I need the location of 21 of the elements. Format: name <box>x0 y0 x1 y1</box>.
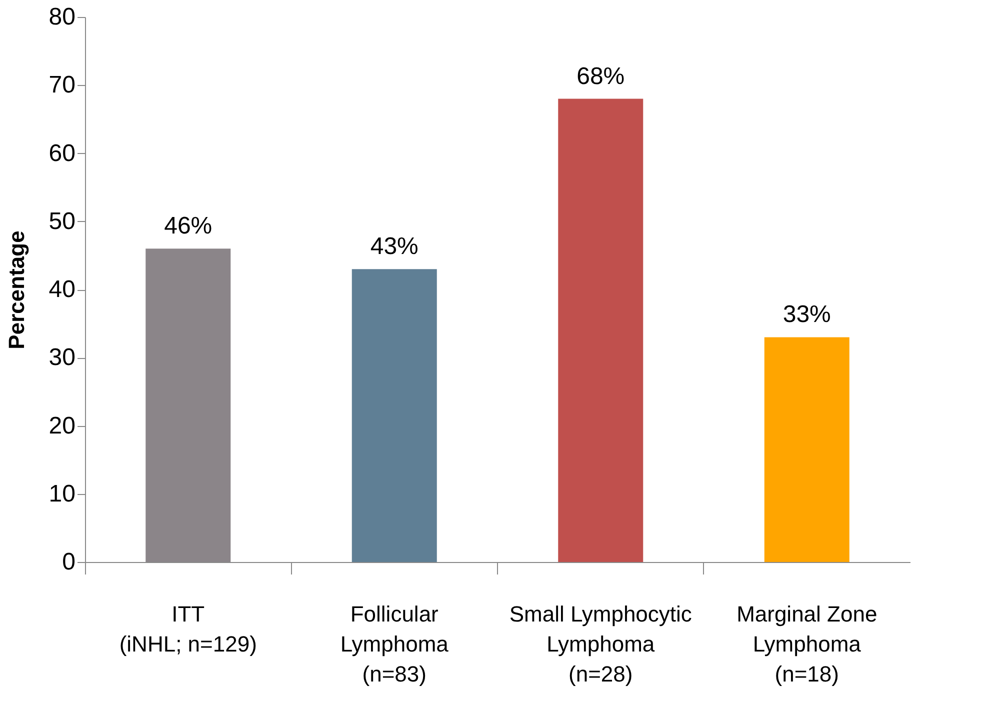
x-tick-label: Small Lymphocytic Lymphoma (n=28) <box>509 602 692 686</box>
x-tick-label: Marginal Zone Lymphoma (n=18) <box>736 602 878 686</box>
y-tick-label: 40 <box>48 276 76 303</box>
bar <box>558 98 644 562</box>
y-tick-label: 20 <box>48 412 76 440</box>
bar <box>352 269 437 562</box>
y-tick-label: 60 <box>48 140 76 167</box>
y-tick-label: 30 <box>48 344 76 372</box>
y-axis-title: Percentage <box>4 230 29 350</box>
data-label: 68% <box>576 62 625 90</box>
y-tick-label: 0 <box>62 548 76 576</box>
data-label: 43% <box>370 233 418 260</box>
x-tick-label: Follicular Lymphoma (n=83) <box>340 602 450 686</box>
data-label: 33% <box>782 301 831 328</box>
data-label: 46% <box>164 212 212 240</box>
bar <box>764 337 850 562</box>
y-tick-label: 10 <box>48 480 76 508</box>
y-tick-label: 50 <box>48 208 76 235</box>
y-tick-label: 80 <box>48 4 76 30</box>
x-tick-label: ITT (iNHL; n=129) <box>119 602 257 656</box>
y-tick-label: 70 <box>48 72 76 99</box>
